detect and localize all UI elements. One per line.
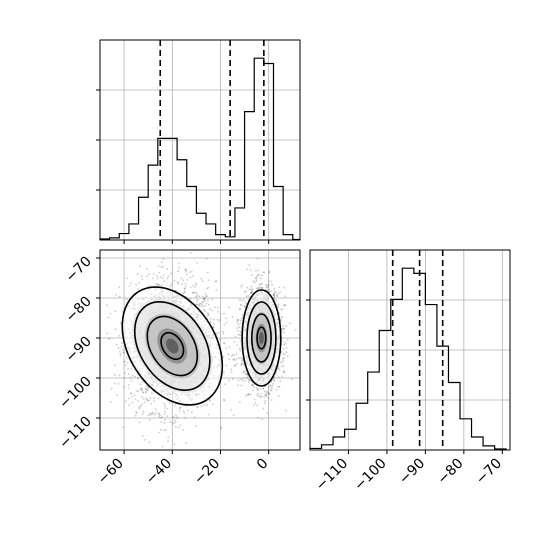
x-tick-label: −110 — [313, 456, 352, 495]
contour-line — [146, 315, 199, 377]
panel-frame — [99, 249, 301, 451]
histogram-steps — [309, 267, 507, 450]
y-tick-label: −90 — [63, 334, 95, 366]
histogram-steps — [99, 57, 301, 241]
x-tick-label: −70 — [473, 456, 505, 488]
y-tick-label: −70 — [63, 254, 95, 286]
contour-line — [256, 326, 267, 350]
x-tick-label: −100 — [351, 456, 390, 495]
density-cluster — [241, 289, 282, 387]
panel-frame — [99, 39, 301, 241]
contour-line — [121, 286, 224, 406]
y-tick-label: −100 — [56, 374, 95, 413]
contour-line — [251, 313, 272, 363]
x-tick-label: −80 — [434, 456, 466, 488]
contour-line — [241, 289, 282, 387]
marginal-histogram-param1 — [96, 39, 301, 244]
density-cluster — [121, 286, 224, 406]
x-tick-label: −60 — [95, 456, 127, 488]
contour-line — [160, 331, 185, 361]
x-tick-label: −20 — [191, 456, 223, 488]
panel-frame — [309, 249, 511, 451]
marginal-histogram-param2: −110 −100 −90 −80 −70 — [306, 249, 511, 495]
joint-density-panel: −60 −40 −20 0 −70 −80 −90 −100−110 — [56, 249, 301, 488]
x-tick-label: 0 — [254, 456, 272, 474]
y-tick-label: −80 — [63, 294, 95, 326]
joint-plot-area — [100, 250, 300, 450]
contour-line — [246, 301, 277, 375]
y-tick-label: −110 — [56, 414, 95, 453]
x-tick-label: −90 — [396, 456, 428, 488]
contour-line — [133, 300, 211, 392]
x-tick-label: −40 — [143, 456, 175, 488]
